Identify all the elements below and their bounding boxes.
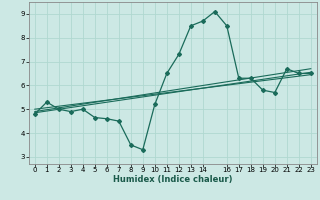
- X-axis label: Humidex (Indice chaleur): Humidex (Indice chaleur): [113, 175, 233, 184]
